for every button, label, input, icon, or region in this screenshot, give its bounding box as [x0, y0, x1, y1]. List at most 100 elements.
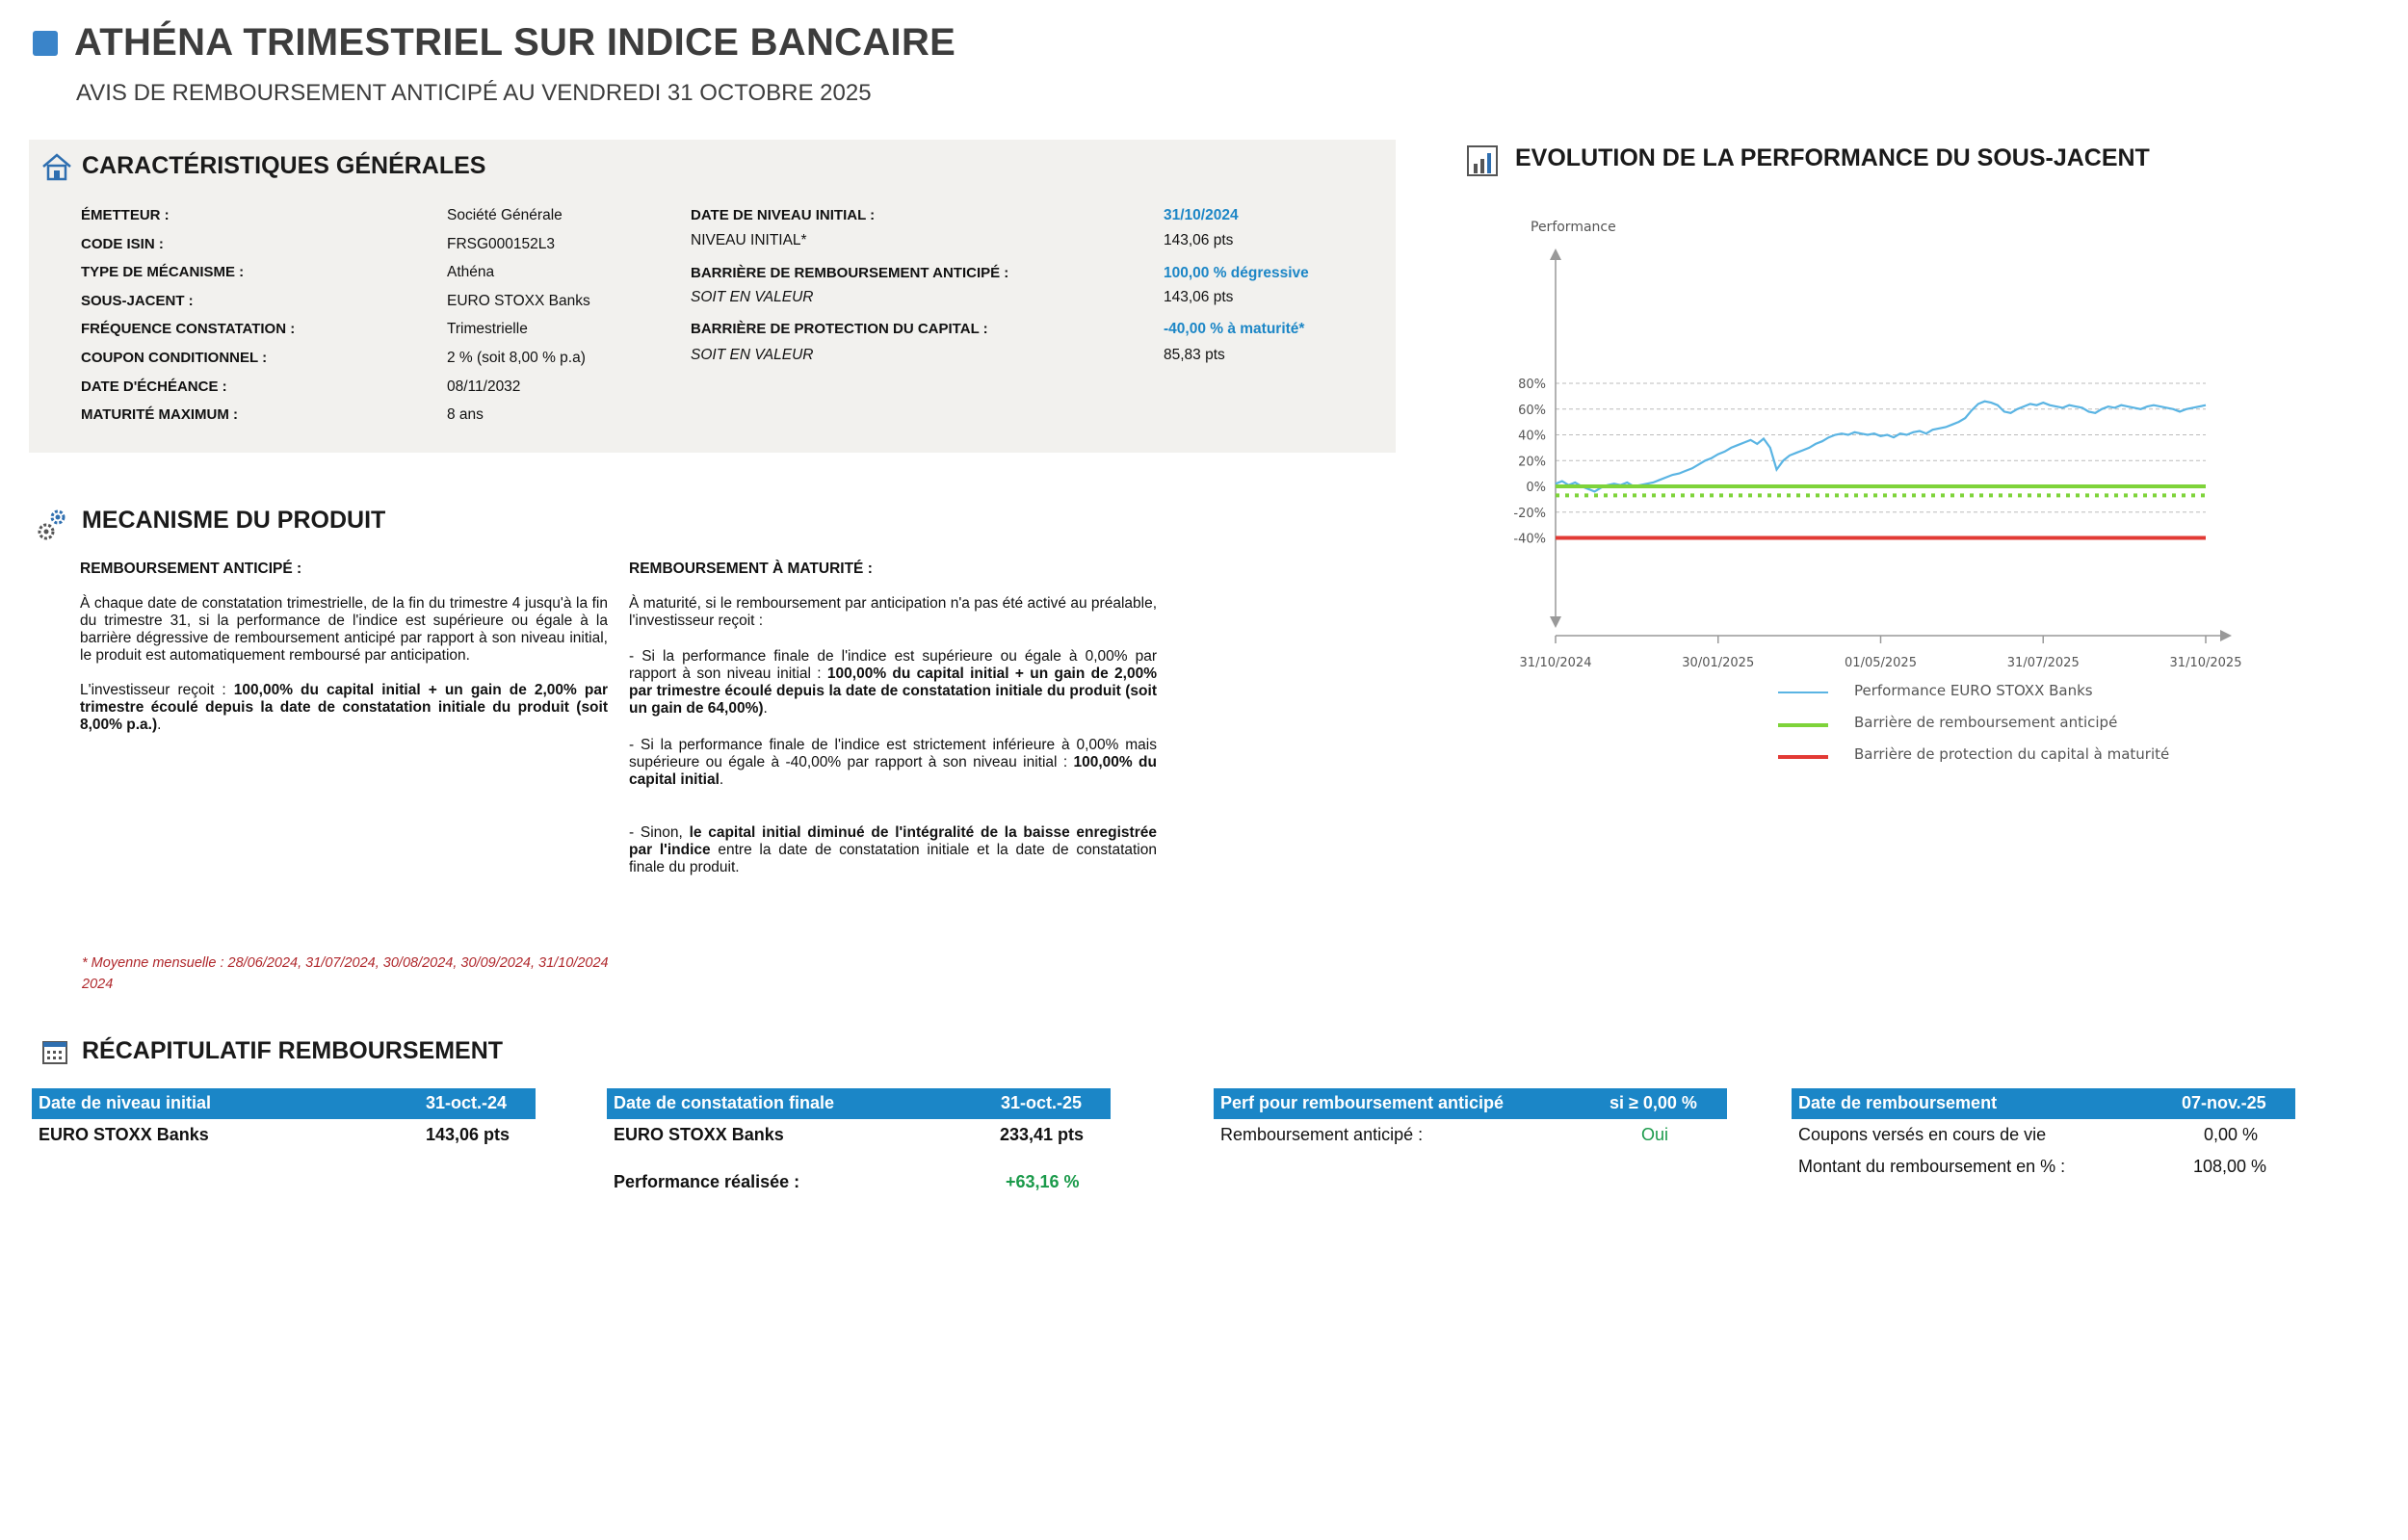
- x-tick-label: 31/10/2025: [2170, 656, 2242, 670]
- text-part: - Si la performance finale de l'indice e…: [629, 737, 1157, 770]
- header-value: si ≥ 0,00 %: [1610, 1093, 1697, 1112]
- header-value: 31-oct.-24: [426, 1093, 508, 1112]
- y-tick-label: 20%: [1518, 455, 1546, 469]
- recap-table-initial-header: Date de niveau initial 31-oct.-24: [32, 1088, 536, 1119]
- x-tick-label: 01/05/2025: [1845, 656, 1917, 670]
- y-tick-label: 40%: [1518, 430, 1546, 444]
- header-value: 07-nov.-25: [2182, 1093, 2266, 1112]
- general-field-label: SOIT EN VALEUR: [691, 347, 814, 363]
- header-label: Date de constatation finale: [614, 1093, 835, 1112]
- header-label: Date de niveau initial: [39, 1093, 212, 1112]
- x-tick-label: 31/07/2025: [2007, 656, 2080, 670]
- text-part: .: [157, 717, 162, 733]
- general-field-label: BARRIÈRE DE PROTECTION DU CAPITAL :: [691, 321, 988, 337]
- general-field-value: 143,06 pts: [1164, 289, 1234, 305]
- recap-t2-underlying: EURO STOXX Banks: [614, 1125, 784, 1144]
- recap-t1-level: 143,06 pts: [426, 1125, 510, 1144]
- general-field-value: 8 ans: [447, 406, 484, 424]
- general-field-label: BARRIÈRE DE REMBOURSEMENT ANTICIPÉ :: [691, 265, 1009, 281]
- x-axis-arrow: [2220, 630, 2232, 641]
- y-axis-title: Performance: [1531, 220, 1616, 235]
- general-field-value: Athéna: [447, 264, 495, 281]
- recap-t1-underlying: EURO STOXX Banks: [39, 1125, 209, 1144]
- general-field-label: DATE D'ÉCHÉANCE :: [81, 378, 227, 395]
- header-label: Date de remboursement: [1798, 1093, 1998, 1112]
- house-icon: [42, 153, 71, 181]
- text-part: - Sinon,: [629, 824, 690, 841]
- maturity-paragraph-case2: - Si la performance finale de l'indice e…: [629, 737, 1157, 789]
- page-subtitle: AVIS DE REMBOURSEMENT ANTICIPÉ AU VENDRE…: [76, 80, 872, 106]
- legend-swatch: [1778, 755, 1828, 759]
- general-field-value: 31/10/2024: [1164, 207, 1239, 223]
- general-field-label: NIVEAU INITIAL*: [691, 232, 807, 248]
- general-field-label: DATE DE NIVEAU INITIAL :: [691, 207, 876, 223]
- general-field-value: FRSG000152L3: [447, 235, 556, 252]
- chart-section-title: EVOLUTION DE LA PERFORMANCE DU SOUS-JACE…: [1515, 144, 2150, 171]
- maturity-redemption-heading: REMBOURSEMENT À MATURITÉ :: [629, 561, 873, 577]
- recap-table-redemption-header: Date de remboursement 07-nov.-25: [1792, 1088, 2295, 1119]
- general-field-label: SOUS-JACENT :: [81, 292, 194, 309]
- general-field-value: 2 % (soit 8,00 % p.a): [447, 350, 586, 366]
- text-part-bold: 100,00% du capital initial + un gain de …: [80, 682, 608, 733]
- recap-t2-perf-label: Performance réalisée :: [614, 1172, 800, 1191]
- x-tick-label: 30/01/2025: [1682, 656, 1754, 670]
- gears-icon: [38, 509, 65, 540]
- general-section-title: CARACTÉRISTIQUES GÉNÉRALES: [82, 152, 486, 179]
- general-field-value: 143,06 pts: [1164, 232, 1234, 248]
- general-field-value: -40,00 % à maturité*: [1164, 321, 1305, 337]
- maturity-paragraph-case1: - Si la performance finale de l'indice e…: [629, 648, 1157, 718]
- recap-table-early-header: Perf pour remboursement anticipé si ≥ 0,…: [1214, 1088, 1727, 1119]
- text-part: .: [719, 771, 724, 788]
- performance-chart: Performance 80% 60% 40% 20% 0% -20% -40% 31/10/2…: [1513, 220, 2242, 670]
- recap-section-title: RÉCAPITULATIF REMBOURSEMENT: [82, 1037, 504, 1064]
- y-tick-label: -20%: [1513, 507, 1546, 521]
- y-axis-arrow-up: [1550, 248, 1561, 260]
- text-part-bold: 100,00% du capital initial + un gain de …: [629, 666, 1157, 717]
- general-field-label: SOIT EN VALEUR: [691, 289, 814, 305]
- recap-t3-value: Oui: [1641, 1125, 1669, 1144]
- maturity-paragraph-intro: À maturité, si le remboursement par anti…: [629, 595, 1157, 629]
- legend-swatch: [1778, 723, 1828, 727]
- header-label: Perf pour remboursement anticipé: [1220, 1093, 1505, 1112]
- x-tick-label: 31/10/2024: [1520, 656, 1592, 670]
- footnote-line1: * Moyenne mensuelle : 28/06/2024, 31/07/…: [82, 955, 609, 971]
- general-field-label: TYPE DE MÉCANISME :: [81, 264, 245, 281]
- general-field-label: MATURITÉ MAXIMUM :: [81, 406, 239, 424]
- text-part-bold: le capital initial diminué de l'intégral…: [629, 824, 1157, 858]
- general-field-label: ÉMETTEUR :: [81, 207, 170, 223]
- recap-table-final-header: Date de constatation finale 31-oct.-25: [607, 1088, 1111, 1119]
- recap-t2-level: 233,41 pts: [1000, 1125, 1085, 1144]
- recap-t4-amount-value: 108,00 %: [2193, 1157, 2267, 1176]
- page-title: ATHÉNA TRIMESTRIEL SUR INDICE BANCAIRE: [74, 21, 956, 64]
- general-field-label: CODE ISIN :: [81, 235, 164, 252]
- legend-swatch: [1778, 692, 1828, 693]
- recap-t4-coupons-label: Coupons versés en cours de vie: [1798, 1125, 2047, 1144]
- series-line-performance: [1555, 400, 2207, 493]
- y-tick-label: 0%: [1526, 481, 1546, 495]
- text-part: L'investisseur reçoit :: [80, 682, 234, 698]
- title-marker: [33, 31, 58, 56]
- header-value: 31-oct.-25: [1001, 1093, 1083, 1112]
- general-field-label: FRÉQUENCE CONSTATATION :: [81, 321, 296, 338]
- general-characteristics-card: [29, 140, 1396, 453]
- legend-label: Performance EURO STOXX Banks: [1854, 682, 2093, 699]
- general-field-value: 08/11/2032: [447, 378, 521, 395]
- legend-label: Barrière de protection du capital à matu…: [1854, 745, 2170, 763]
- legend-label: Barrière de remboursement anticipé: [1854, 714, 2118, 731]
- early-redemption-paragraph: À chaque date de constatation trimestrie…: [80, 595, 608, 664]
- calendar-icon: [42, 1041, 67, 1064]
- general-field-label: COUPON CONDITIONNEL :: [81, 350, 268, 366]
- y-tick-label: 60%: [1518, 404, 1546, 418]
- text-part-bold: 100,00% du capital initial: [629, 754, 1157, 788]
- general-field-value: Société Générale: [447, 207, 563, 223]
- chart-icon: [1467, 145, 1498, 176]
- text-part: - Si la performance finale de l'indice e…: [629, 648, 1157, 682]
- text-part: entre la date de constatation initiale e…: [629, 842, 1157, 875]
- recap-t2-perf-value: +63,16 %: [1006, 1172, 1080, 1191]
- y-tick-label: 80%: [1518, 378, 1546, 392]
- general-field-value: 85,83 pts: [1164, 347, 1225, 363]
- general-field-value: 100,00 % dégressive: [1164, 265, 1309, 281]
- maturity-paragraph-case3: - Sinon, le capital initial diminué de l…: [629, 824, 1157, 876]
- recap-t3-label: Remboursement anticipé :: [1220, 1125, 1424, 1144]
- recap-t4-coupons-value: 0,00 %: [2204, 1125, 2259, 1144]
